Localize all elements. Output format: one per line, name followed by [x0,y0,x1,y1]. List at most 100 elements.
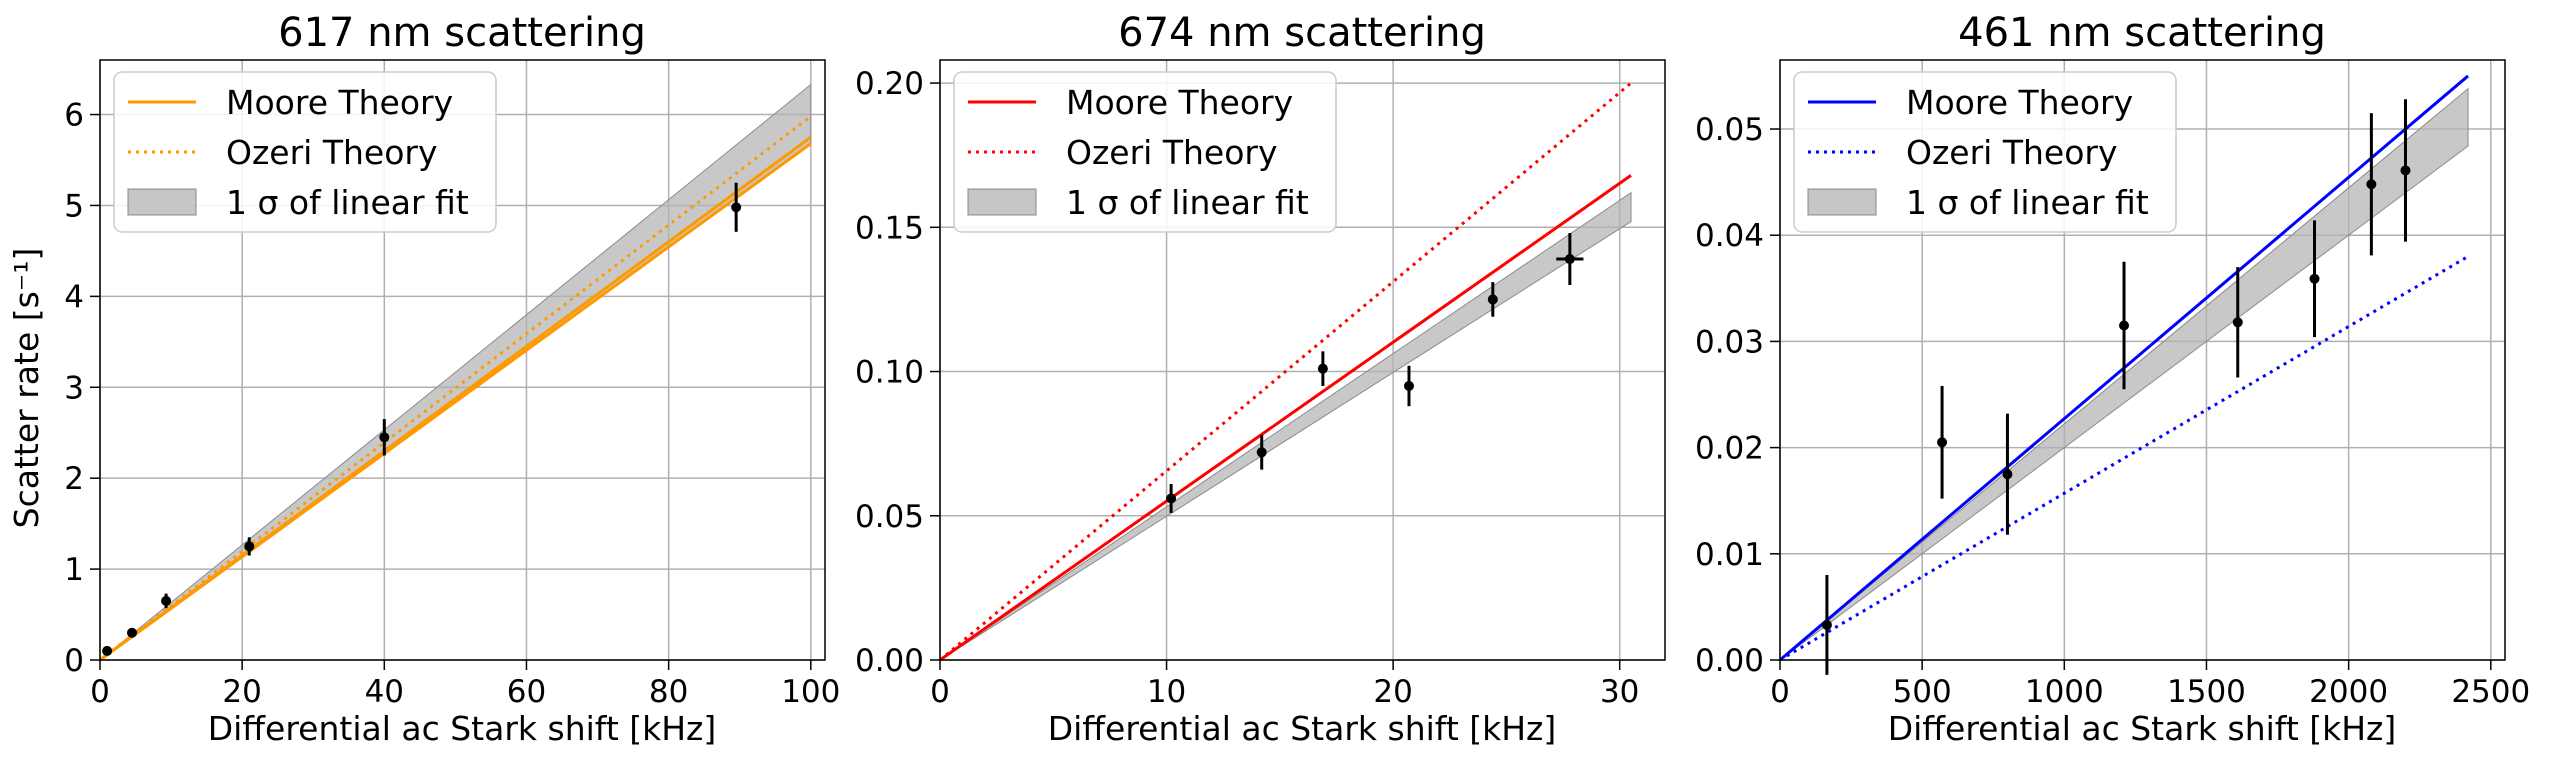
legend: Moore Theory Ozeri Theory 1 σ of linear … [1793,71,2177,233]
legend-band: 1 σ of linear fit [1066,183,1309,222]
data-point [2400,165,2411,176]
x-axis-label: Differential ac Stark shift [kHz] [208,709,717,748]
data-point [1317,363,1328,374]
legend-box [1793,71,2177,233]
y-tick-label: 0.05 [855,499,924,535]
legend-box [113,71,497,233]
x-tick-label: 100 [781,674,840,710]
data-point [1256,447,1267,458]
data-point [2366,179,2377,190]
y-tick-label: 5 [64,188,84,224]
y-ticks: 0 1 2 3 4 5 6 [64,98,100,679]
plot-frame [99,59,826,661]
fit-band-layer [939,191,1632,661]
data-point [379,432,390,443]
moore-theory-line [99,136,812,662]
legend-ozeri: Ozeri Theory [1066,133,1278,172]
y-tick-label: 4 [64,279,84,315]
data-point [731,202,742,213]
fit-band [939,191,1632,661]
data-point [2232,317,2243,328]
legend-ozeri: Ozeri Theory [1906,133,2118,172]
data-point [161,595,172,606]
theory-lines-layer [939,81,1632,662]
legend-box [953,71,1337,233]
x-tick-label: 0 [90,674,110,710]
x-tick-label: 500 [1893,674,1952,710]
x-tick-label: 40 [365,674,404,710]
panel-title: 674 nm scattering [1118,10,1486,56]
ozeri-theory-line [99,115,812,662]
y-tick-label: 0.20 [855,66,924,102]
ozeri-theory-line [939,81,1632,662]
y-tick-label: 2 [64,461,84,497]
x-axis-label: Differential ac Stark shift [kHz] [1888,709,2397,748]
y-tick-label: 0.00 [1695,643,1764,679]
data-point [1821,619,1832,630]
theory-lines-layer [99,115,812,662]
panel-title: 461 nm scattering [1958,10,2326,56]
y-axis-label: Scatter rate [s⁻¹] [7,248,46,529]
data-points-layer [1821,99,2411,675]
x-tick-label: 20 [222,674,261,710]
y-tick-label: 0.04 [1695,218,1764,254]
legend-moore: Moore Theory [1906,83,2133,122]
x-tick-label: 2000 [2309,674,2388,710]
legend-moore: Moore Theory [226,83,453,122]
legend-moore: Moore Theory [1066,83,1293,122]
x-tick-label: 10 [1147,674,1186,710]
legend-swatch-band [1807,188,1877,216]
data-point [1937,437,1948,448]
moore-theory-line [939,174,1632,662]
x-tick-label: 30 [1600,674,1639,710]
x-tick-label: 2500 [2451,674,2530,710]
legend-band: 1 σ of linear fit [226,183,469,222]
data-point [1564,254,1575,265]
y-ticks: 0.00 0.01 0.02 0.03 0.04 0.05 [1695,112,1780,679]
x-tick-label: 20 [1373,674,1412,710]
x-axis-label: Differential ac Stark shift [kHz] [1048,709,1557,748]
plot-frame [939,59,1666,661]
y-tick-label: 0 [64,643,84,679]
panel-617nm: 617 nm scattering 0 20 40 60 80 100 0 1 2 3 4 5 6 D… [7,10,840,748]
data-point [126,627,137,638]
x-ticks: 0 20 40 60 80 100 [90,660,840,710]
data-point [2119,320,2130,331]
x-tick-label: 80 [649,674,688,710]
legend-swatch-band [967,188,1037,216]
legend: Moore Theory Ozeri Theory 1 σ of linear … [953,71,1337,233]
data-points-layer [102,182,742,656]
y-tick-label: 0.02 [1695,431,1764,467]
y-tick-label: 0.01 [1695,537,1764,573]
panel-674nm: 674 nm scattering 0 10 20 30 0.000.050.100.… [855,10,1666,748]
data-point [1166,493,1177,504]
y-tick-label: 3 [64,370,84,406]
legend-band: 1 σ of linear fit [1906,183,2149,222]
x-ticks: 0 10 20 30 [930,660,1639,710]
legend-swatch-band [127,188,197,216]
x-tick-label: 0 [1770,674,1790,710]
legend: Moore Theory Ozeri Theory 1 σ of linear … [113,71,497,233]
x-tick-label: 60 [507,674,546,710]
data-point [1487,294,1498,305]
y-tick-label: 0.10 [855,355,924,391]
y-tick-label: 0.03 [1695,324,1764,360]
panel-title: 617 nm scattering [278,10,646,56]
y-ticks: 0.00 0.05 0.10 0.15 0.20 [855,66,940,679]
data-point [244,541,255,552]
legend-ozeri: Ozeri Theory [226,133,438,172]
y-tick-label: 6 [64,98,84,134]
data-point [1403,380,1414,391]
data-points-layer [1166,233,1584,513]
ozeri-theory-line [1779,255,2469,662]
y-tick-label: 0.15 [855,210,924,246]
data-point [2002,469,2013,480]
y-tick-label: 0.00 [855,643,924,679]
data-point [102,645,113,656]
data-point [2309,273,2320,284]
x-tick-label: 1500 [2167,674,2246,710]
x-tick-label: 1000 [2025,674,2104,710]
x-ticks: 0 500 1000 1500 2000 2500 [1770,660,2530,710]
x-tick-label: 0 [930,674,950,710]
